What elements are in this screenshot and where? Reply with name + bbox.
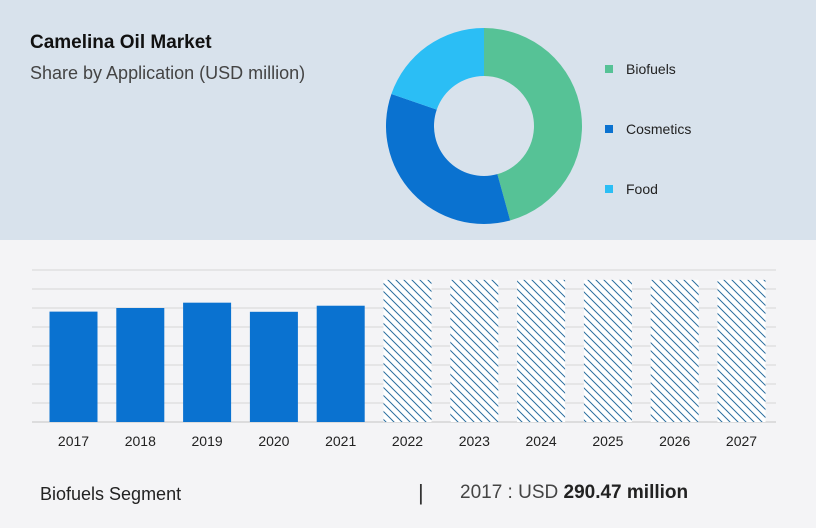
segment-year: 2017 : USD [460,482,559,503]
x-tick-label: 2017 [58,433,89,449]
forecast-bar-2026 [650,279,699,422]
segment-name: Biofuels Segment [40,484,182,504]
x-tick-label: 2018 [125,433,156,449]
forecast-bar-2023 [450,279,499,422]
donut-slice-cosmetics [386,93,511,225]
footer-divider: | [418,480,424,505]
x-tick-label: 2023 [459,433,490,449]
segment-value: 2017 : USD 290.47 million [460,482,688,504]
x-tick-label: 2024 [526,433,557,449]
legend-swatch [605,65,613,73]
x-tick-label: 2021 [325,433,356,449]
bar-2018 [116,308,165,422]
forecast-bar-2027 [717,279,766,422]
chart-title: Camelina Oil Market [30,32,212,53]
legend-swatch [605,185,613,193]
forecast-bar-2024 [517,279,566,422]
x-tick-label: 2020 [258,433,289,449]
bar-chart: 2017 2018 2019 2020 2021 2022 2023 2024 2025 2026… [32,269,776,449]
legend-label: Cosmetics [626,121,692,137]
donut-chart [386,28,582,225]
x-tick-label: 2019 [192,433,223,449]
x-tick-label: 2025 [592,433,623,449]
bar-2021 [316,305,365,422]
summary-panel: Camelina Oil Market Share by Application… [0,0,816,240]
donut-slice-biofuels [484,28,582,221]
bar-2019 [183,302,232,422]
bar-2017 [49,311,98,422]
x-tick-label: 2026 [659,433,690,449]
legend-label: Biofuels [626,61,676,77]
donut-slice-food [391,28,484,110]
bar-2020 [249,311,298,422]
forecast-bar-2025 [583,279,632,422]
legend-label: Food [626,181,658,197]
footer-stat: Biofuels Segment | 2017 : USD 290.47 mil… [0,470,816,518]
x-tick-label: 2022 [392,433,423,449]
segment-amount: 290.47 million [563,482,689,503]
legend-swatch [605,125,613,133]
x-tick-label: 2027 [726,433,757,449]
chart-subtitle: Share by Application (USD million) [30,63,306,83]
forecast-bar-2022 [383,279,432,422]
